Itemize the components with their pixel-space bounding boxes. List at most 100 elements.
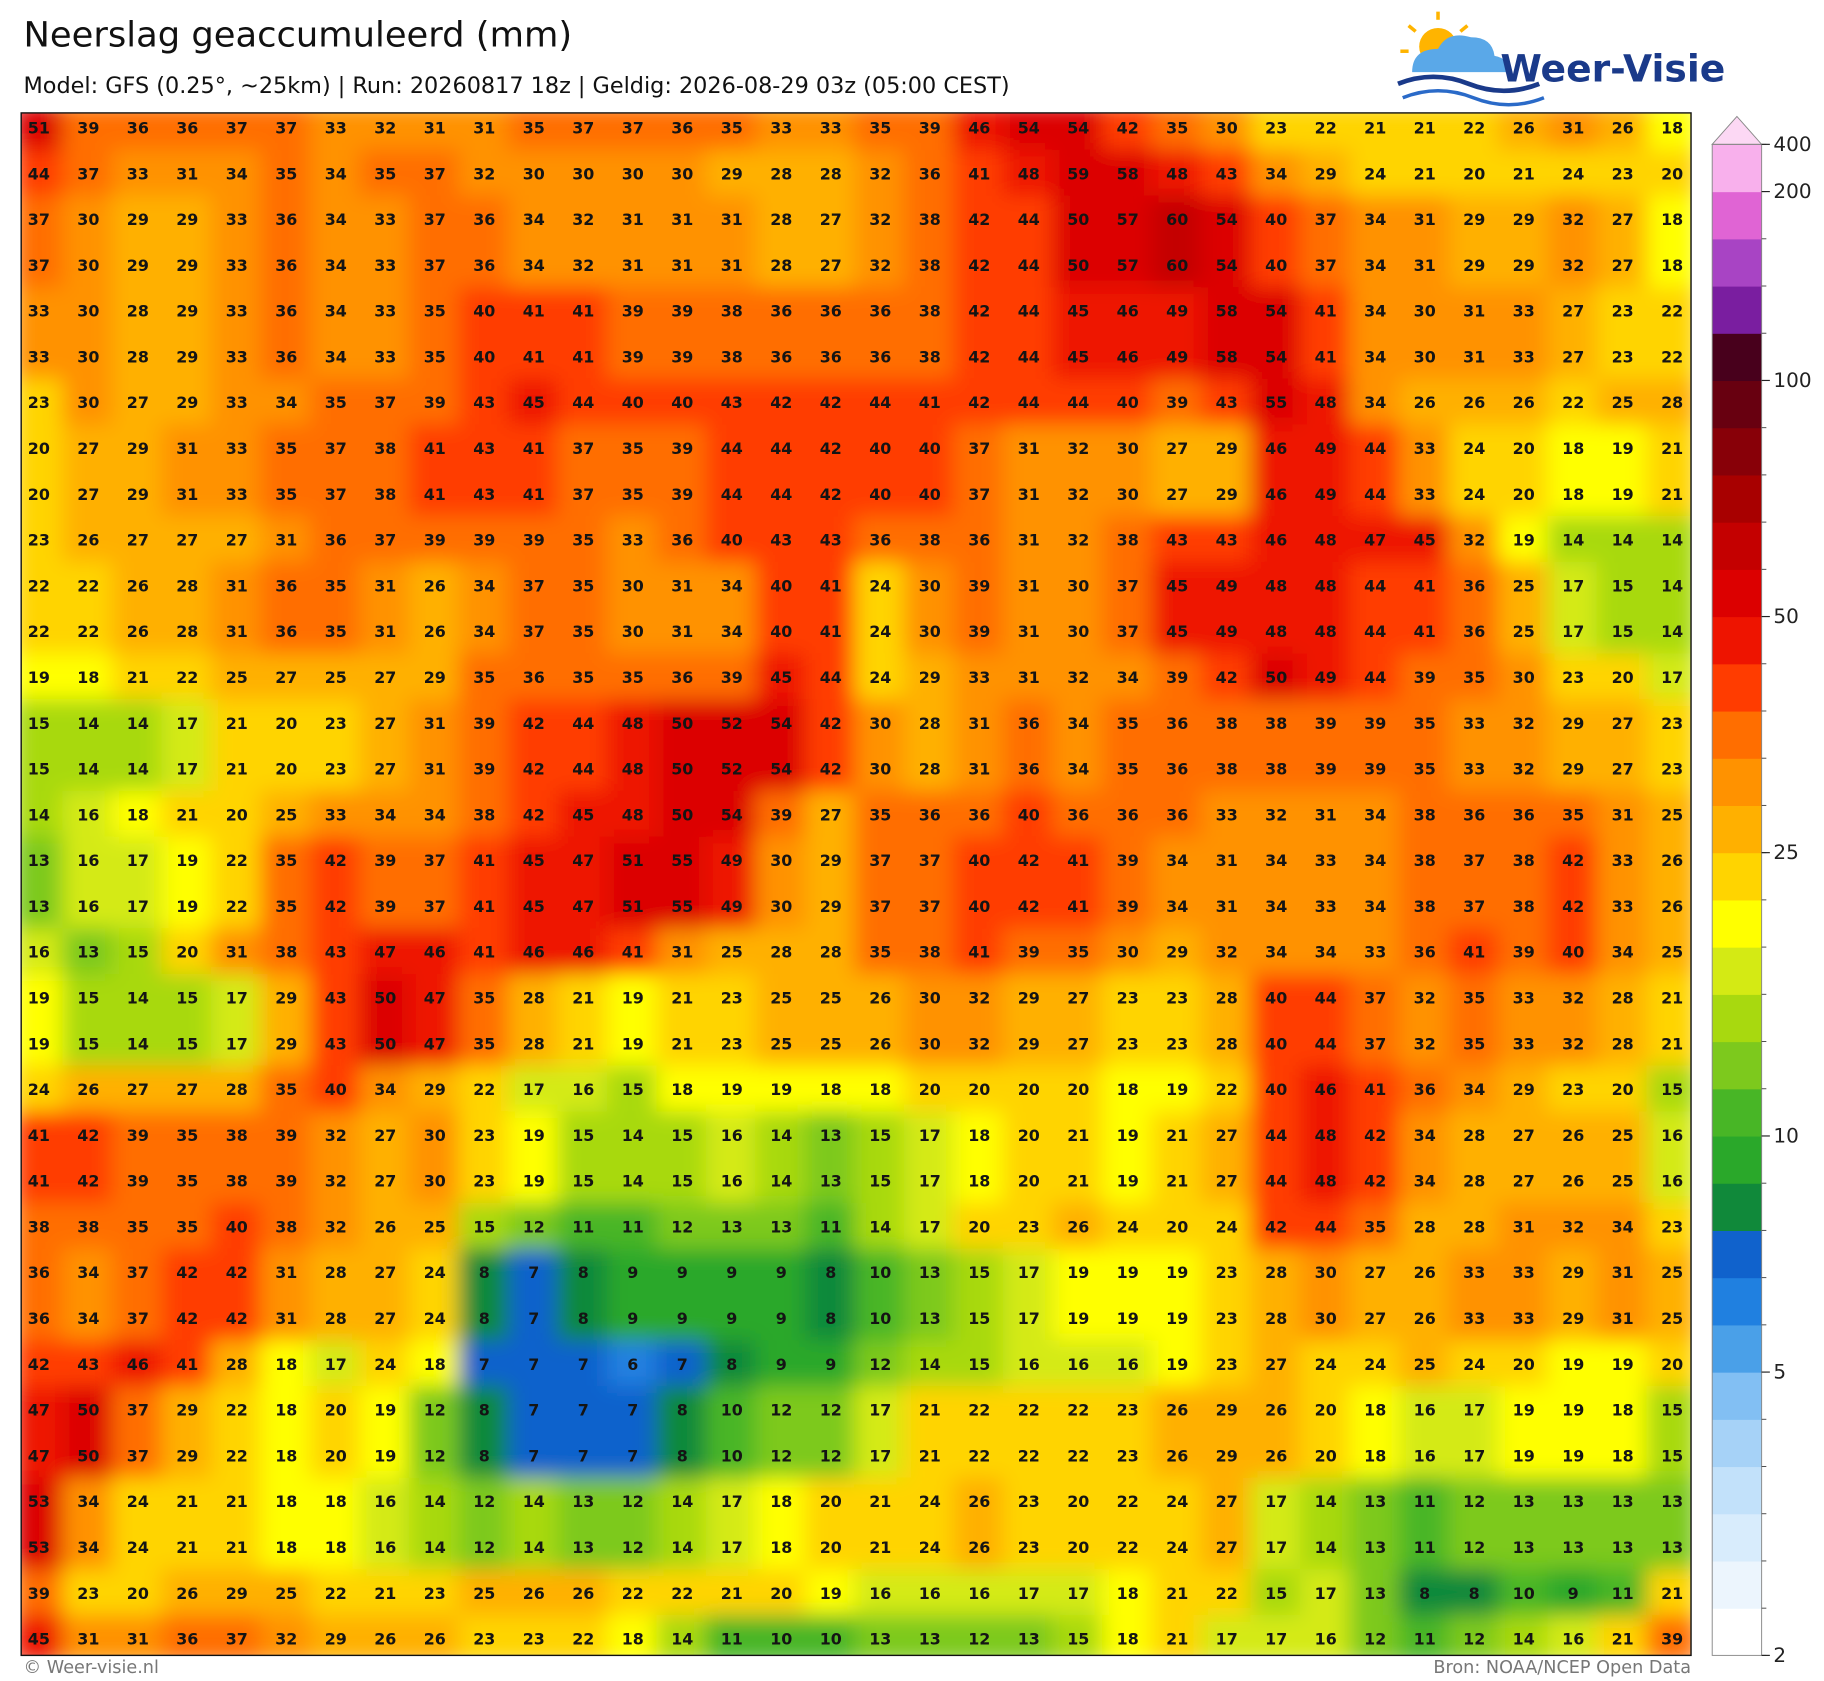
value-label: 22 xyxy=(1661,302,1683,321)
precip-cell xyxy=(854,1386,907,1435)
precip-cell xyxy=(1200,1477,1253,1526)
precip-cell xyxy=(62,1431,115,1480)
value-label: 29 xyxy=(1216,485,1238,504)
colorbar-segment xyxy=(1712,380,1762,429)
precip-cell xyxy=(1101,1019,1154,1068)
precip-cell xyxy=(1448,1569,1501,1618)
value-label: 35 xyxy=(622,439,644,458)
precip-cell xyxy=(1052,836,1105,885)
value-label: 34 xyxy=(374,805,396,824)
value-label: 26 xyxy=(1265,1446,1287,1465)
value-label: 43 xyxy=(770,531,792,550)
value-label: 31 xyxy=(1216,897,1238,916)
precip-cell xyxy=(804,424,857,473)
precip-cell xyxy=(1448,928,1501,977)
value-label: 17 xyxy=(1315,1584,1337,1603)
value-label: 18 xyxy=(1364,1446,1386,1465)
value-label: 37 xyxy=(1117,622,1139,641)
precip-cell xyxy=(705,882,758,931)
precip-cell xyxy=(111,1019,164,1068)
value-label: 17 xyxy=(919,1218,941,1237)
colorbar-segment xyxy=(1712,1041,1762,1090)
value-label: 17 xyxy=(1067,1584,1089,1603)
value-label: 28 xyxy=(1265,1309,1287,1328)
value-label: 14 xyxy=(1315,1492,1337,1511)
precip-cell xyxy=(309,1523,362,1572)
value-label: 15 xyxy=(1612,622,1634,641)
value-label: 33 xyxy=(1463,714,1485,733)
value-label: 41 xyxy=(28,1126,50,1145)
precip-cell xyxy=(1200,607,1253,656)
precip-cell xyxy=(606,928,659,977)
value-label: 38 xyxy=(1216,714,1238,733)
precip-cell xyxy=(606,195,659,244)
value-label: 35 xyxy=(869,943,891,962)
precip-cell xyxy=(1448,241,1501,290)
value-label: 36 xyxy=(968,805,990,824)
value-label: 28 xyxy=(226,1355,248,1374)
value-label: 37 xyxy=(1315,210,1337,229)
precip-cell xyxy=(111,112,164,153)
precip-cell xyxy=(705,1065,758,1114)
precip-cell xyxy=(1200,1019,1253,1068)
value-label: 42 xyxy=(1364,1126,1386,1145)
precip-cell xyxy=(1002,1477,1055,1526)
value-label: 36 xyxy=(176,119,198,138)
value-label: 34 xyxy=(1364,256,1386,275)
precip-cell xyxy=(755,1340,808,1389)
value-label: 35 xyxy=(275,851,297,870)
precip-cell xyxy=(210,1248,263,1297)
value-label: 16 xyxy=(919,1584,941,1603)
value-label: 13 xyxy=(1562,1538,1584,1557)
precip-cell xyxy=(1052,1202,1105,1252)
precip-cell xyxy=(1448,424,1501,473)
value-label: 29 xyxy=(424,668,446,687)
value-label: 26 xyxy=(1513,393,1535,412)
value-label: 36 xyxy=(968,531,990,550)
value-label: 27 xyxy=(1612,256,1634,275)
value-label: 23 xyxy=(1216,1263,1238,1282)
value-label: 29 xyxy=(1216,439,1238,458)
value-label: 15 xyxy=(28,714,50,733)
value-label: 39 xyxy=(1166,668,1188,687)
precip-cell xyxy=(408,241,461,290)
precip-cell xyxy=(210,928,263,977)
precip-cell xyxy=(309,607,362,656)
value-label: 40 xyxy=(1265,1080,1287,1099)
precip-cell xyxy=(1497,1111,1550,1160)
precip-cell xyxy=(21,699,65,748)
value-label: 36 xyxy=(1067,805,1089,824)
precip-cell xyxy=(755,1477,808,1526)
value-label: 36 xyxy=(770,348,792,367)
value-label: 21 xyxy=(1612,1630,1634,1649)
precip-cell xyxy=(161,607,214,656)
value-label: 34 xyxy=(1364,897,1386,916)
value-label: 41 xyxy=(1315,302,1337,321)
precip-cell xyxy=(705,1202,758,1252)
value-label: 31 xyxy=(1018,531,1040,550)
value-label: 29 xyxy=(1166,943,1188,962)
precip-cell xyxy=(903,973,956,1023)
value-label: 20 xyxy=(820,1492,842,1511)
value-label: 20 xyxy=(770,1584,792,1603)
precip-cell xyxy=(1497,1431,1550,1480)
precip-cell xyxy=(854,1111,907,1160)
precip-cell xyxy=(1349,1340,1402,1389)
precip-cell xyxy=(1646,1202,1692,1252)
precip-cell xyxy=(1497,1569,1550,1618)
precip-cell xyxy=(408,607,461,656)
value-label: 38 xyxy=(374,439,396,458)
value-label: 19 xyxy=(1117,1263,1139,1282)
value-label: 18 xyxy=(968,1126,990,1145)
precip-cell xyxy=(903,1065,956,1114)
value-label: 35 xyxy=(176,1126,198,1145)
value-label: 43 xyxy=(820,531,842,550)
precip-cell xyxy=(359,1477,412,1526)
value-label: 17 xyxy=(1661,668,1683,687)
value-label: 33 xyxy=(127,164,149,183)
value-label: 22 xyxy=(226,1401,248,1420)
precip-cell xyxy=(1052,1386,1105,1435)
precip-cell xyxy=(1547,1615,1600,1656)
precip-cell xyxy=(606,561,659,611)
precip-cell xyxy=(903,1157,956,1206)
